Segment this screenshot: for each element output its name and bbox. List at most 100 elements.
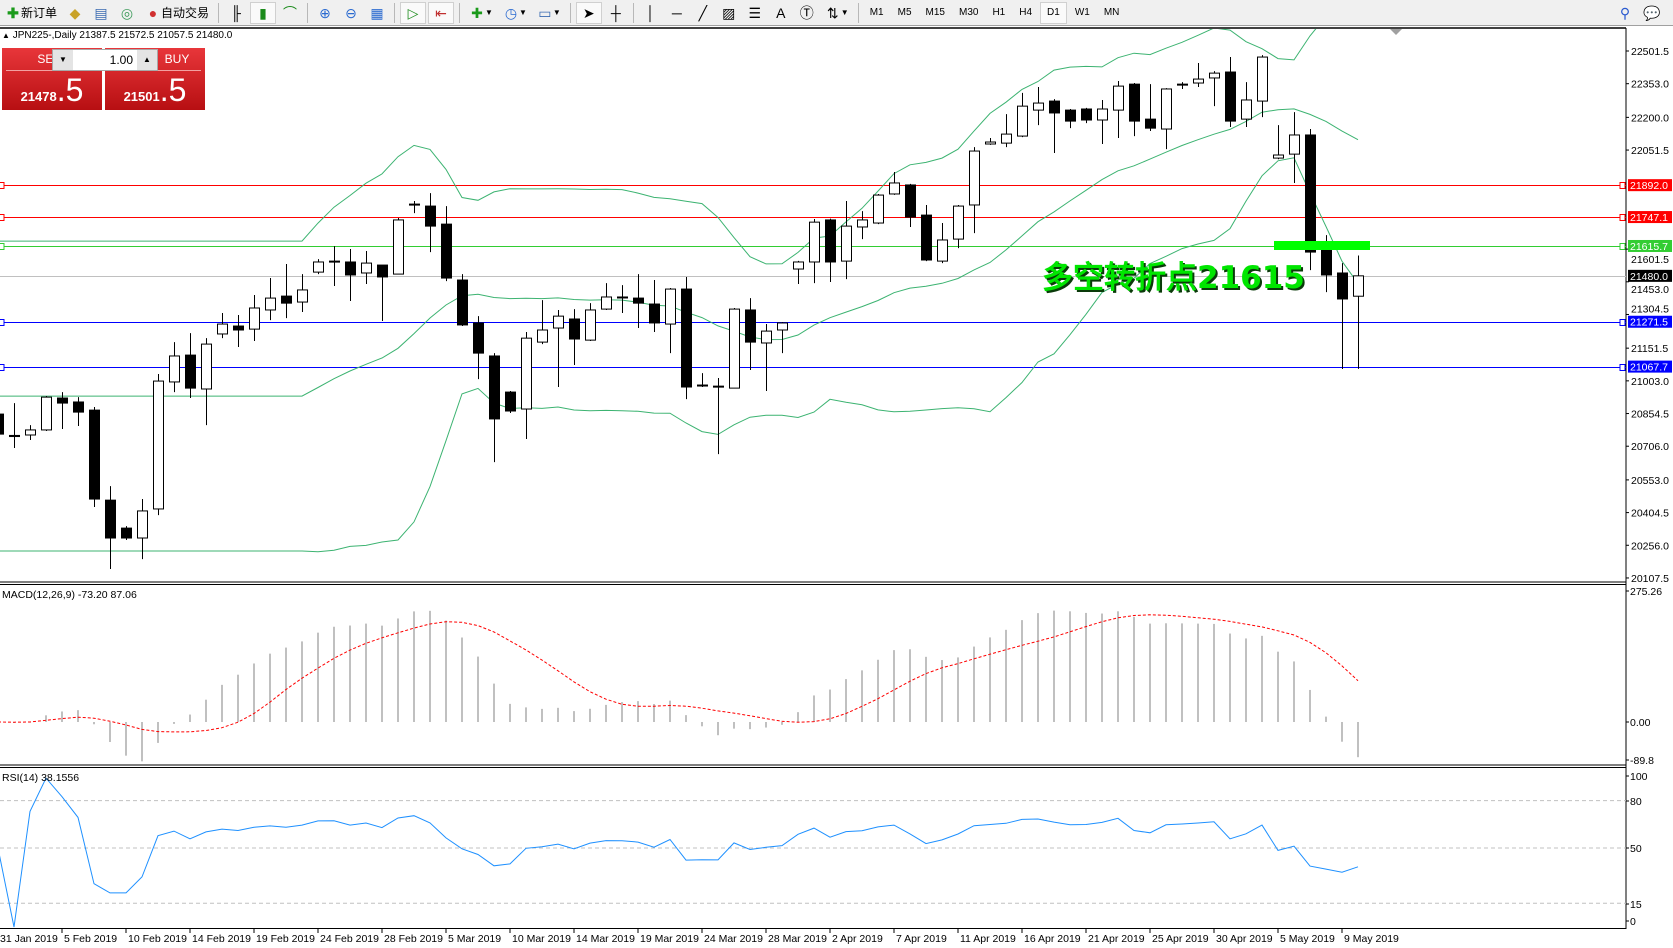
search-button[interactable]: ⚲ — [1613, 2, 1637, 24]
date-label: 21 Apr 2019 — [1088, 933, 1145, 945]
macd-signal-line — [0, 614, 1359, 733]
level-handle-right — [1619, 182, 1626, 189]
horizontal-line-tool[interactable]: ─ — [665, 2, 689, 24]
timeframe-h4[interactable]: H4 — [1019, 7, 1033, 18]
candle — [297, 274, 308, 312]
chart-shift-marker[interactable] — [1390, 29, 1402, 35]
macd-histogram-bar — [1325, 716, 1327, 722]
bar-chart-icon: ╟ — [231, 4, 241, 21]
macd-histogram-bar — [269, 653, 271, 722]
timeframe-w1[interactable]: W1 — [1074, 7, 1090, 18]
equidistant-channel-tool[interactable]: ▨ — [717, 2, 741, 24]
macd-histogram-bar — [973, 646, 975, 722]
template-icon: ▭ — [538, 4, 552, 21]
macd-axis-label: -89.8 — [1630, 755, 1654, 767]
text-tool[interactable]: A — [769, 2, 793, 24]
candle-body-bear — [1305, 134, 1316, 253]
trendline-tool[interactable]: ╱ — [691, 2, 715, 24]
candle-body-bear — [905, 184, 916, 218]
zoom-in-button[interactable]: ⊕ — [313, 2, 337, 24]
candle — [1241, 82, 1252, 128]
macd-histogram-bar — [509, 703, 511, 722]
candle-chart-button[interactable]: ▮ — [250, 1, 277, 24]
candle — [729, 307, 740, 389]
level-price-tags: 21892.0 21747.1 21615.7 21480.0 21271.5 21067… — [1619, 179, 1672, 374]
macd-histogram-bar — [413, 611, 415, 722]
timeframe-h1[interactable]: H1 — [992, 7, 1006, 18]
candle-body-bull — [937, 239, 948, 262]
macd-histogram-bar — [861, 670, 863, 722]
crosshair-tool[interactable]: ┼ — [604, 2, 628, 24]
cursor-tool[interactable]: ➤ — [575, 1, 602, 24]
new-order-button[interactable]: ✚ 新订单 — [1, 2, 61, 24]
candles — [0, 55, 1364, 570]
candle — [121, 526, 132, 540]
vertical-line-tool[interactable]: │ — [639, 2, 663, 24]
candle — [1001, 114, 1012, 148]
turning-point-marker — [1274, 241, 1370, 250]
macd-histogram-bar — [1005, 629, 1007, 722]
indicators-dropdown[interactable]: ✚ ▼ — [465, 2, 497, 24]
tile-windows-button[interactable]: ▦ — [365, 2, 389, 24]
volume-stepper[interactable]: ▼ 1.00 ▲ — [52, 49, 158, 71]
fibonacci-icon: ☰ — [748, 4, 762, 21]
macd-histogram-bar — [925, 656, 927, 722]
macd-histogram-bar — [1069, 611, 1071, 722]
price-tick-label: 22200.0 — [1631, 112, 1669, 124]
timeframe-mn[interactable]: MN — [1103, 7, 1120, 18]
date-label: 19 Feb 2019 — [256, 933, 315, 945]
macd-histogram-bar — [573, 711, 575, 722]
time-axis: 31 Jan 2019 5 Feb 2019 10 Feb 2019 14 Feb 2… — [0, 929, 1399, 945]
macd-histogram-bar — [109, 722, 111, 742]
label-tool[interactable]: Ⓣ — [795, 2, 819, 24]
level-price-tag — [1628, 211, 1672, 224]
candle — [345, 248, 356, 301]
volume-decrease-button[interactable]: ▼ — [53, 50, 73, 70]
templates-dropdown[interactable]: ▭ ▼ — [533, 2, 565, 24]
timeframe-m30[interactable]: M30 — [958, 7, 979, 18]
candle — [681, 276, 692, 400]
book-icon: ◆ — [69, 4, 81, 21]
timeframe-m15[interactable]: M15 — [925, 7, 945, 18]
auto-scroll-button[interactable]: ▷ — [400, 1, 427, 24]
toolbar-separator — [632, 2, 634, 23]
date-label: 10 Feb 2019 — [128, 933, 187, 945]
chart-shift-button[interactable]: ⇤ — [428, 1, 455, 24]
candle-body-bear — [825, 219, 836, 263]
periods-dropdown[interactable]: ◷ ▼ — [499, 2, 531, 24]
signals-button[interactable]: ◎ — [115, 2, 139, 24]
macd-histogram-bar — [285, 647, 287, 722]
arrows-dropdown[interactable]: ⇅ ▼ — [821, 2, 853, 24]
auto-scroll-icon: ▷ — [407, 4, 419, 21]
new-order-label: 新订单 — [21, 6, 58, 20]
timeframe-m1[interactable]: M1 — [869, 7, 884, 18]
candle — [249, 295, 260, 342]
bar-chart-button[interactable]: ╟ — [224, 2, 248, 24]
zoom-out-button[interactable]: ⊖ — [339, 2, 363, 24]
collapse-triangle-icon[interactable]: ▲ — [2, 31, 10, 40]
auto-trading-button[interactable]: ● 自动交易 — [141, 2, 213, 24]
chart-header: ▲ JPN225-,Daily 21387.5 21572.5 21057.5 … — [2, 30, 232, 41]
level-price-tag-label: 21480.0 — [1630, 271, 1668, 283]
candle — [697, 373, 708, 388]
candlestick-icon: ▮ — [259, 4, 267, 21]
candle — [25, 425, 36, 441]
date-label: 24 Feb 2019 — [320, 933, 379, 945]
fibonacci-tool[interactable]: ☰ — [743, 2, 767, 24]
chat-button[interactable]: 💬 — [1639, 2, 1663, 24]
candle-body-bear — [1145, 118, 1156, 129]
price-axis: 22501.5 22353.0 22200.0 22051.5 21601.5 21453… — [1626, 46, 1669, 585]
market-watch-button[interactable]: ◆ — [63, 2, 87, 24]
terminal-icon: ▤ — [94, 4, 108, 21]
line-chart-button[interactable]: ⌒ — [278, 2, 302, 24]
date-label: 11 Apr 2019 — [960, 933, 1016, 945]
timeframe-d1[interactable]: D1 — [1040, 1, 1067, 24]
candle-body-bull — [1273, 154, 1284, 159]
navigator-button[interactable]: ▤ — [89, 2, 113, 24]
volume-increase-button[interactable]: ▲ — [137, 50, 157, 70]
timeframe-m5[interactable]: M5 — [897, 7, 912, 18]
candle-body-bear — [697, 384, 708, 387]
volume-input[interactable]: 1.00 — [109, 53, 133, 67]
date-label: 30 Apr 2019 — [1216, 933, 1273, 945]
